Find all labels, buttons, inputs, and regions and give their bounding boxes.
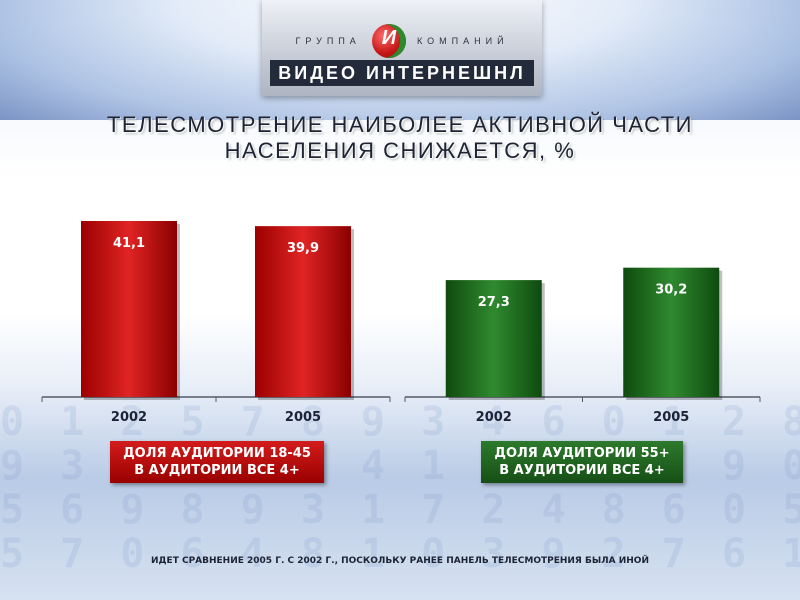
x-tick-label: 2002	[111, 410, 147, 425]
background-digits: 0 1 2 5 7 8 9 3 4 6 0 1 2 8 9 3 8 7 0 6 …	[0, 400, 800, 577]
logo-suffix: КОМПАНИЙ	[416, 36, 509, 46]
legend-green-line2: В АУДИТОРИИ ВСЕ 4+	[499, 463, 665, 478]
chart-title: ТЕЛЕСМОТРЕНИЕ НАИБОЛЕЕ АКТИВНОЙ ЧАСТИ НА…	[40, 112, 760, 164]
bar-value-label: 39,9	[287, 241, 319, 256]
legend-red-line1: ДОЛЯ АУДИТОРИИ 18-45	[123, 446, 311, 461]
legend-green-line1: ДОЛЯ АУДИТОРИИ 55+	[494, 446, 670, 461]
logo-prefix: ГРУППА	[295, 36, 361, 46]
bar-value-label: 27,3	[478, 295, 510, 310]
bar-red-2005	[255, 226, 351, 397]
legend-red-line2: В АУДИТОРИИ ВСЕ 4+	[134, 463, 300, 478]
company-name: ВИДЕО ИНТЕРНЕШНЛ	[270, 60, 534, 86]
legend-green: ДОЛЯ АУДИТОРИИ 55+ В АУДИТОРИИ ВСЕ 4+	[481, 441, 683, 483]
x-tick-label: 2002	[476, 410, 512, 425]
legend-red: ДОЛЯ АУДИТОРИИ 18-45 В АУДИТОРИИ ВСЕ 4+	[110, 441, 324, 483]
bar-red-2002	[81, 221, 177, 397]
bar-value-label: 30,2	[655, 283, 687, 298]
company-logo: ГРУППА И КОМПАНИЙ ВИДЕО ИНТЕРНЕШНЛ	[262, 0, 542, 96]
x-tick-label: 2005	[653, 410, 689, 425]
bar-green-2005	[623, 267, 720, 397]
logo-mark-icon: И	[371, 24, 406, 58]
chart-title-line2: НАСЕЛЕНИЯ СНИЖАЕТСЯ, %	[224, 138, 576, 163]
chart-title-line1: ТЕЛЕСМОТРЕНИЕ НАИБОЛЕЕ АКТИВНОЙ ЧАСТИ	[106, 112, 693, 137]
bar-value-label: 41,1	[113, 236, 145, 251]
footnote: ИДЕТ СРАВНЕНИЕ 2005 Г. С 2002 Г., ПОСКОЛ…	[151, 556, 649, 566]
logo-mark-letter: И	[381, 27, 397, 49]
bar-green-2002	[445, 280, 542, 397]
x-tick-label: 2005	[285, 410, 321, 425]
